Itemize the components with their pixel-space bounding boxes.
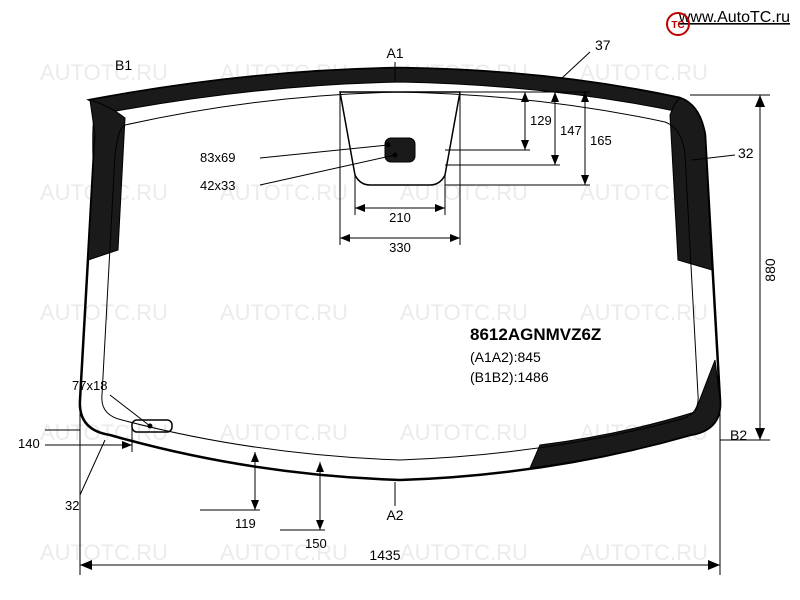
svg-text:AUTOTC.RU: AUTOTC.RU: [580, 540, 708, 565]
dim-sensor-small: 42x33: [200, 178, 235, 193]
label-a2: A2: [386, 507, 403, 523]
svg-text:AUTOTC.RU: AUTOTC.RU: [220, 180, 348, 205]
dim-32-top: 32: [738, 145, 754, 161]
svg-text:TC: TC: [671, 20, 684, 31]
svg-text:AUTOTC.RU: AUTOTC.RU: [580, 60, 708, 85]
dim-sensor-big: 83x69: [200, 150, 235, 165]
svg-text:AUTOTC.RU: AUTOTC.RU: [40, 540, 168, 565]
dim-165: 165: [590, 133, 612, 148]
svg-text:AUTOTC.RU: AUTOTC.RU: [400, 300, 528, 325]
pillar-right: [670, 98, 712, 270]
sub-b: (B1B2):1486: [470, 369, 549, 385]
label-a1: A1: [386, 45, 403, 61]
dim-330: 330: [389, 240, 411, 255]
svg-text:AUTOTC.RU: AUTOTC.RU: [580, 300, 708, 325]
label-b2: B2: [730, 427, 747, 443]
svg-text:AUTOTC.RU: AUTOTC.RU: [220, 300, 348, 325]
source-url: www.AutoTC.ru: [678, 9, 790, 26]
svg-text:AUTOTC.RU: AUTOTC.RU: [220, 420, 348, 445]
svg-text:AUTOTC.RU: AUTOTC.RU: [220, 540, 348, 565]
svg-text:AUTOTC.RU: AUTOTC.RU: [40, 60, 168, 85]
svg-text:AUTOTC.RU: AUTOTC.RU: [400, 180, 528, 205]
svg-text:AUTOTC.RU: AUTOTC.RU: [400, 540, 528, 565]
dim-147: 147: [560, 123, 582, 138]
dim-right-height: 880: [762, 258, 778, 282]
part-number: 8612AGNMVZ6Z: [470, 325, 601, 344]
dim-37: 37: [595, 37, 611, 53]
dim-77x18: 77x18: [72, 378, 107, 393]
dim-140: 140: [18, 436, 40, 451]
sensor-window: [385, 138, 415, 162]
label-b1: B1: [115, 57, 132, 73]
dim-32-bl: 32: [65, 498, 79, 513]
windshield-outer: [80, 68, 720, 480]
dim-119: 119: [235, 516, 256, 531]
svg-text:AUTOTC.RU: AUTOTC.RU: [40, 300, 168, 325]
sub-a: (A1A2):845: [470, 349, 541, 365]
dim-150: 150: [305, 536, 327, 551]
dim-129: 129: [530, 113, 552, 128]
dim-bottom-width: 1435: [369, 547, 400, 563]
pillar-left: [88, 100, 125, 260]
windshield-diagram: AUTOTC.RU AUTOTC.RU AUTOTC.RU AUTOTC.RU …: [0, 0, 800, 600]
dim-210: 210: [389, 210, 411, 225]
svg-text:AUTOTC.RU: AUTOTC.RU: [400, 420, 528, 445]
